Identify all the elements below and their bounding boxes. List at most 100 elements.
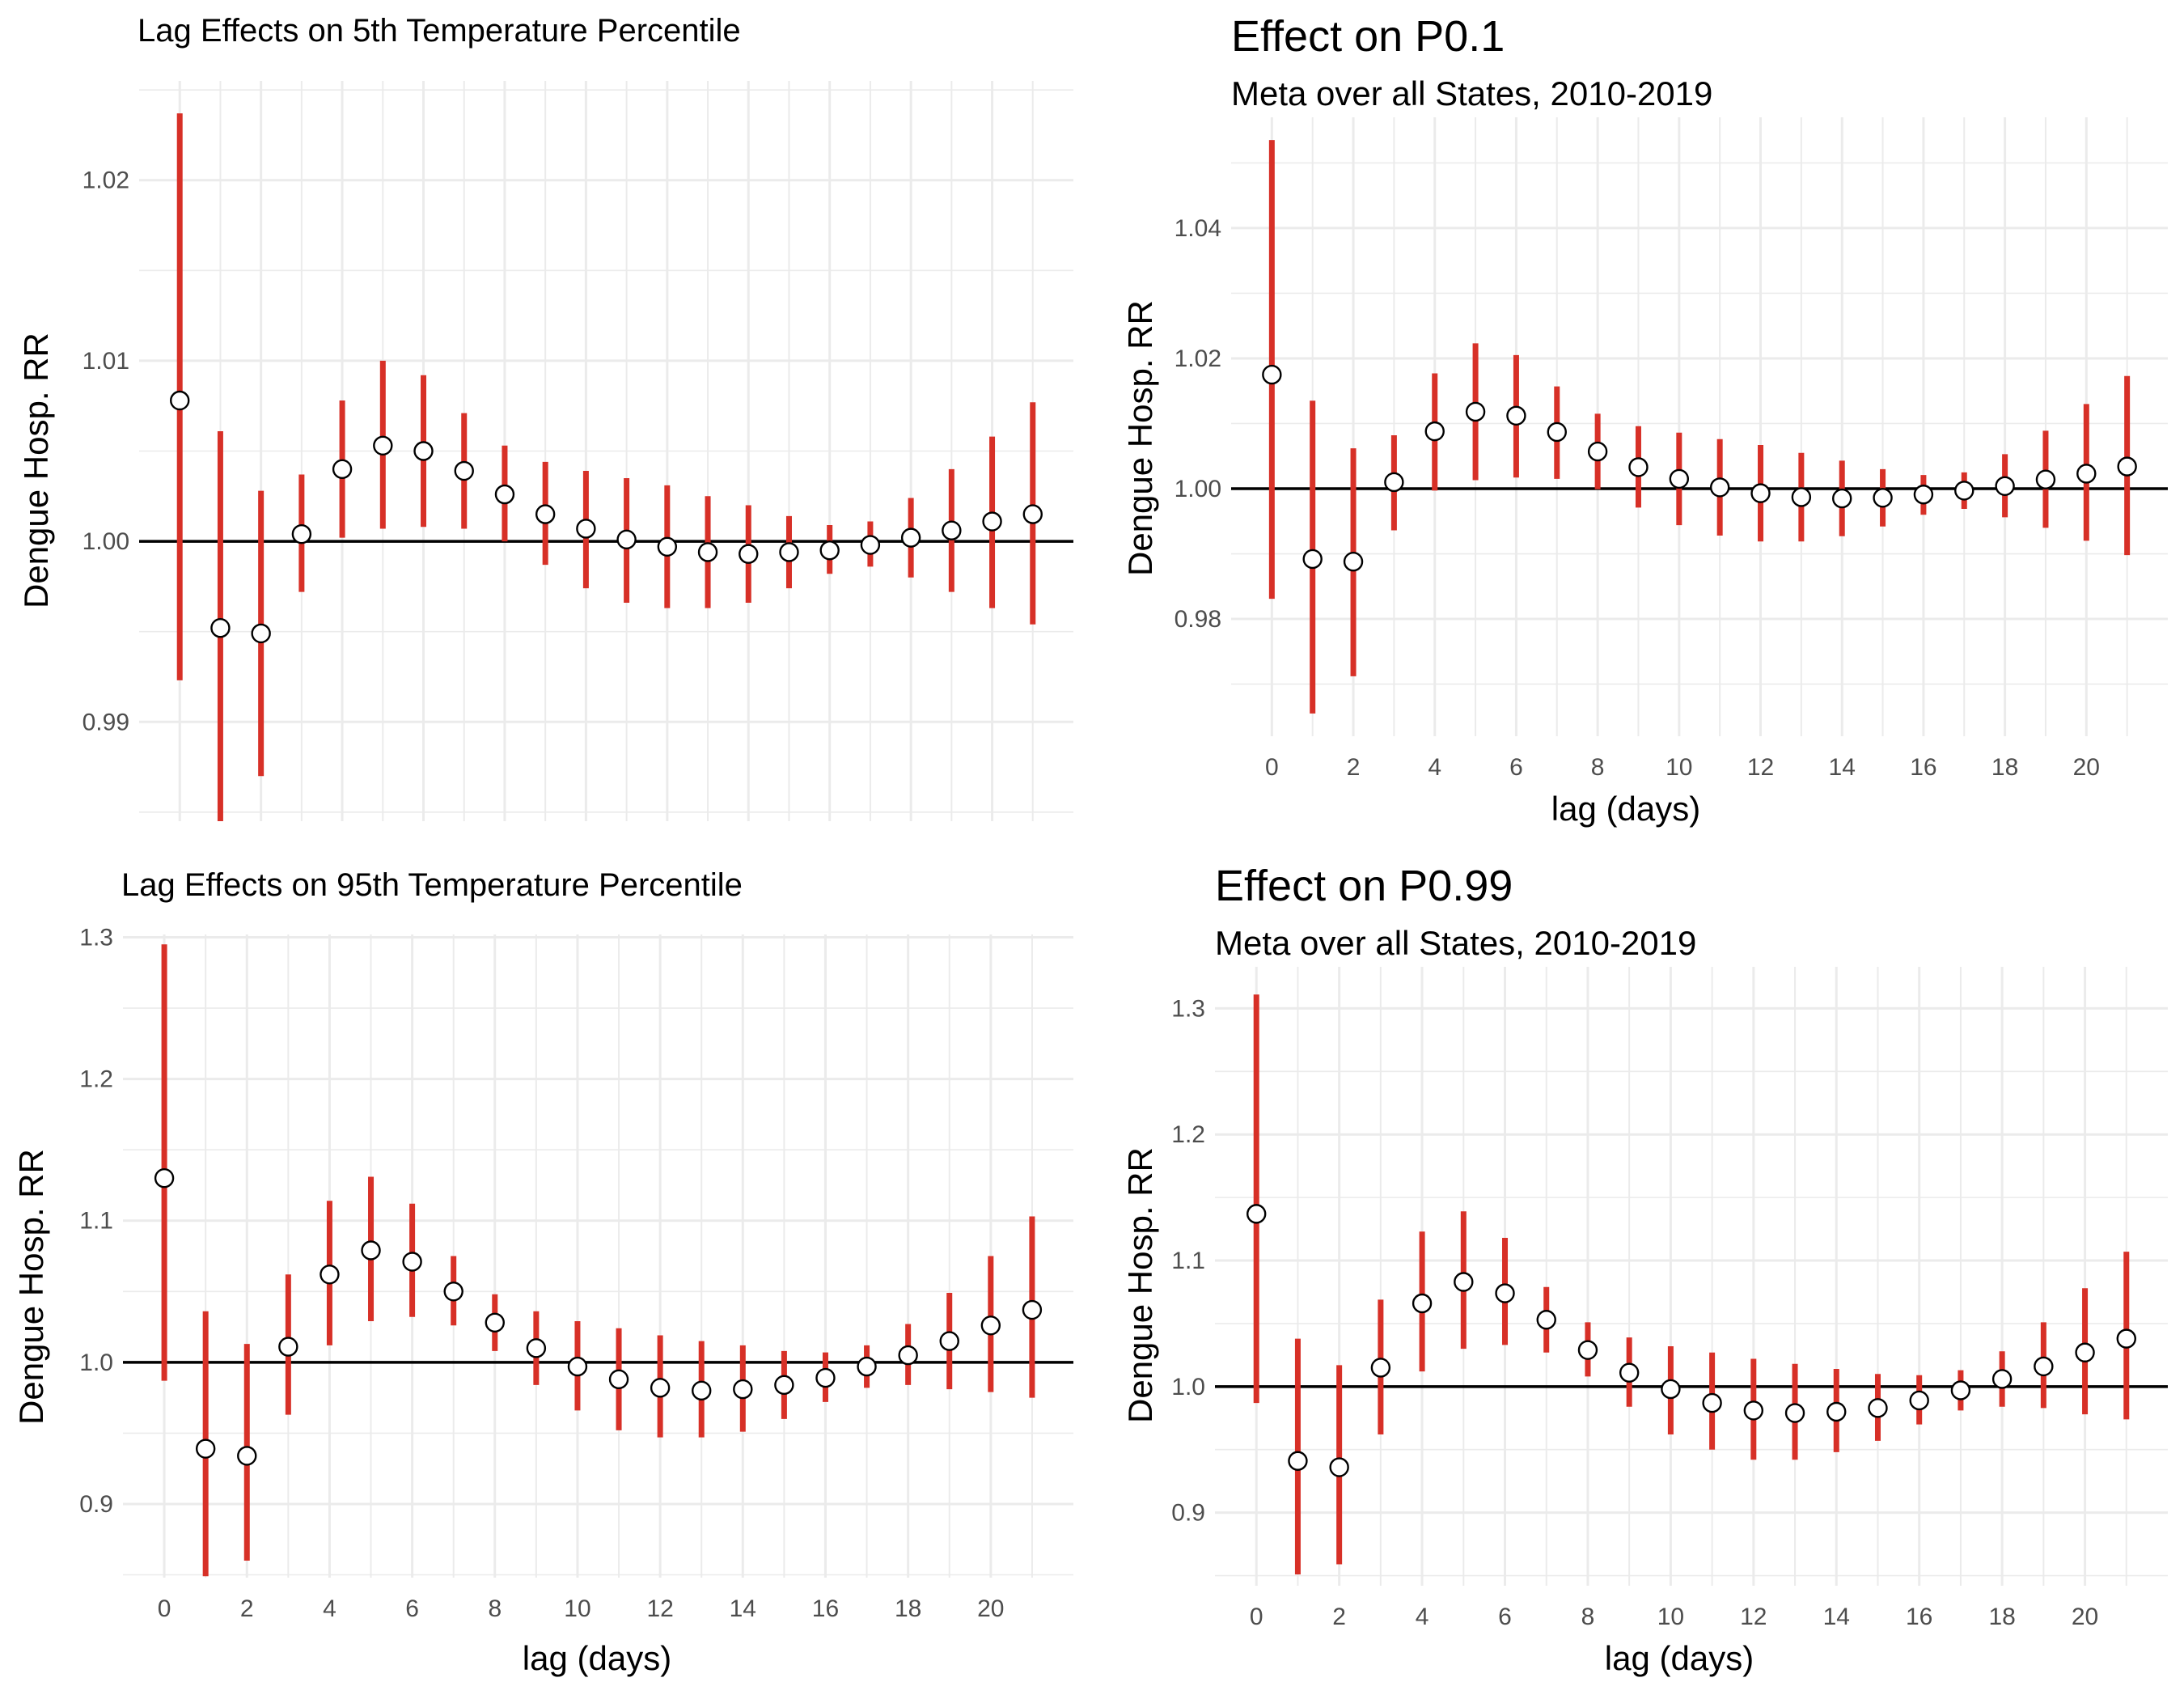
estimate-point [657, 536, 678, 557]
estimate-point [251, 623, 271, 644]
y-tick-label: 1.0 [1171, 1374, 1205, 1400]
estimate-point [210, 618, 231, 638]
chart-title: Effect on P0.1 [1231, 12, 1505, 61]
chart-panel-p05: 0.99 1.00 1.01 1.02 Lag Effects on 5th Temp… [0, 0, 1092, 850]
chart-svg-p01: 0.98 1.00 1.02 1.04 0 2 4 6 8 10 12 14 16 18 20 [1175, 117, 2168, 781]
estimate-point [1791, 487, 1812, 507]
x-tick-label: 10 [1666, 754, 1692, 781]
x-tick-label: 18 [1988, 1604, 2015, 1630]
estimate-point [1995, 476, 2015, 496]
x-tick-label: 18 [1991, 754, 2018, 781]
y-tick-label: 1.04 [1175, 215, 1221, 242]
interval-series [161, 944, 1035, 1577]
estimate-point [939, 1331, 959, 1351]
estimate-point [1587, 441, 1608, 462]
x-tick-label: 8 [1581, 1604, 1595, 1630]
estimate-point [2035, 469, 2056, 489]
estimate-point [494, 484, 515, 505]
x-axis-label: lag (days) [1604, 1639, 1754, 1677]
estimate-point [819, 540, 840, 561]
estimate-point [526, 1338, 547, 1358]
estimate-point [485, 1312, 505, 1333]
x-tick-label: 20 [2072, 1604, 2098, 1630]
estimate-point [898, 1345, 918, 1366]
chart-subtitle: Meta over all States, 2010-2019 [1215, 924, 1697, 962]
y-tick-label: 0.9 [1171, 1500, 1205, 1527]
grid [1231, 117, 2168, 736]
x-tick-label: 12 [646, 1595, 673, 1622]
estimate-point [413, 441, 434, 461]
estimate-point [1702, 1392, 1722, 1413]
estimate-point [2076, 464, 2097, 484]
y-tick-label: 1.2 [1171, 1121, 1205, 1148]
estimate-point [1384, 472, 1404, 493]
estimate-point [1246, 1204, 1267, 1224]
y-tick-label: 0.99 [83, 709, 129, 735]
interval-series [1268, 140, 2131, 714]
estimate-point [1826, 1401, 1847, 1422]
x-axis-label: lag (days) [522, 1639, 672, 1677]
estimate-point [733, 1379, 753, 1400]
y-tick-label: 1.2 [79, 1066, 113, 1093]
estimate-point [1424, 421, 1445, 442]
chart-panel-p01: 0.98 1.00 1.02 1.04 0 2 4 6 8 10 12 14 16 18 20 Effect… [1092, 0, 2184, 850]
estimate-point [291, 523, 312, 544]
estimate-point [1913, 485, 1934, 505]
estimate-point [980, 1316, 1001, 1336]
x-tick-label: 16 [1906, 1604, 1932, 1630]
estimate-point [1750, 483, 1771, 503]
y-tick-label: 0.9 [79, 1491, 113, 1518]
estimate-point [2075, 1342, 2095, 1362]
estimate-point [1669, 468, 1690, 489]
estimate-point [774, 1375, 794, 1396]
y-axis-label: Dengue Hosp. RR [1121, 300, 1159, 576]
estimate-point [1873, 488, 1893, 508]
y-axis-label: Dengue Hosp. RR [17, 333, 55, 608]
estimate-point [860, 535, 881, 555]
estimate-point [2034, 1356, 2054, 1377]
estimate-point [576, 519, 596, 539]
x-tick-label: 4 [323, 1595, 336, 1622]
x-tick-label: 12 [1740, 1604, 1767, 1630]
estimate-point [1495, 1283, 1515, 1303]
chart-panel-p95: 0.9 1.0 1.1 1.2 1.3 0 2 4 6 8 10 12 14 16 18 20 Lag Eff… [0, 850, 1092, 1699]
estimate-point [1661, 1379, 1681, 1400]
interval-series [176, 113, 1036, 821]
estimate-point [237, 1446, 257, 1466]
estimate-point [1784, 1403, 1805, 1423]
estimate-point [1954, 481, 1974, 501]
estimate-point [1022, 504, 1043, 524]
estimate-point [942, 520, 962, 540]
chart-title: Lag Effects on 5th Temperature Percentil… [138, 13, 741, 49]
estimate-point [1262, 364, 1282, 385]
estimate-point [982, 511, 1002, 532]
x-tick-label: 2 [1332, 1604, 1346, 1630]
x-tick-label: 12 [1747, 754, 1774, 781]
y-tick-label: 1.00 [1175, 476, 1221, 502]
x-tick-label: 8 [1591, 754, 1605, 781]
chart-svg-p99: 0.9 1.0 1.1 1.2 1.3 0 2 4 6 8 10 12 14 16 18 20 [1171, 967, 2168, 1630]
x-tick-label: 16 [1910, 754, 1936, 781]
y-tick-label: 1.1 [79, 1208, 113, 1235]
estimate-point [320, 1265, 340, 1285]
estimate-point [1536, 1310, 1556, 1330]
estimate-point [608, 1369, 629, 1390]
estimate-point [739, 544, 759, 564]
estimate-point [1370, 1358, 1391, 1378]
x-tick-label: 14 [1823, 1604, 1850, 1630]
estimate-point [692, 1380, 712, 1401]
x-tick-label: 16 [812, 1595, 839, 1622]
y-tick-label: 1.0 [79, 1349, 113, 1376]
y-tick-label: 1.01 [83, 348, 129, 375]
estimate-point [361, 1240, 381, 1260]
estimate-point [154, 1167, 175, 1188]
x-axis-label: lag (days) [1551, 790, 1701, 828]
estimate-point [443, 1282, 463, 1302]
grid [1215, 967, 2168, 1586]
estimate-point [2117, 456, 2137, 477]
estimate-point [1832, 488, 1852, 509]
estimate-point [1628, 457, 1649, 477]
y-tick-label: 1.02 [1175, 345, 1221, 372]
chart-title: Effect on P0.99 [1215, 862, 1513, 910]
x-tick-label: 20 [977, 1595, 1004, 1622]
